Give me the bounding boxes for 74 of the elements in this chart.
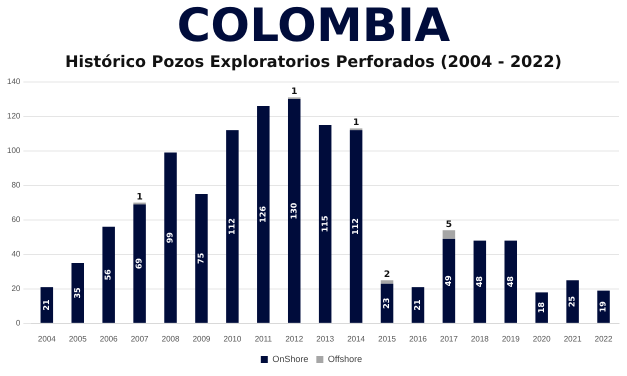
data-label: 99 [166, 232, 175, 244]
bar [380, 284, 394, 323]
data-label: 35 [72, 286, 82, 299]
x-tick-label: 2010 [223, 334, 242, 344]
chart-title: COLOMBIA [176, 0, 452, 52]
data-label: 112 [351, 218, 360, 235]
data-label: 2 [384, 270, 390, 280]
bar [504, 240, 518, 323]
x-tick-label: 2007 [130, 334, 150, 344]
bar [195, 194, 208, 323]
x-tick-label: 2021 [564, 334, 582, 344]
bar [442, 238, 456, 323]
data-label: 1 [352, 118, 360, 128]
data-label: 1 [291, 87, 298, 98]
data-label: 19 [598, 300, 608, 312]
data-label: 115 [320, 215, 330, 232]
data-label: 48 [506, 276, 515, 288]
bar [597, 290, 610, 323]
chart-subtitle: Histórico Pozos Exploratorios Perforados (2004 - 2022) [64, 51, 563, 73]
x-tick-label: 2012 [285, 334, 304, 344]
x-tick-label: 2006 [100, 334, 118, 344]
x-tick-label: 2018 [470, 334, 490, 344]
data-label: 69 [134, 258, 144, 270]
bar [102, 226, 115, 323]
data-label: 49 [444, 274, 453, 286]
bar [40, 287, 54, 323]
y-tick-label: 120 [6, 112, 21, 121]
data-label: 21 [42, 299, 51, 311]
data-label: 48 [474, 276, 484, 288]
y-tick-label: 40 [11, 250, 21, 259]
y-tick-label: 140 [6, 77, 21, 86]
y-tick-label: 80 [11, 180, 21, 190]
legend-label: Offshore [328, 354, 362, 364]
bar [226, 130, 239, 323]
data-label: 1 [136, 192, 143, 202]
bar [133, 204, 146, 323]
x-tick-label: 2017 [440, 334, 458, 344]
x-tick-label: 2020 [532, 334, 552, 344]
data-label: 75 [196, 252, 206, 264]
y-tick-label: 60 [11, 215, 21, 224]
data-label: 112 [227, 218, 236, 235]
bar [164, 152, 177, 323]
x-tick-label: 2016 [409, 334, 428, 344]
bar [257, 106, 270, 323]
x-tick-label: 2005 [68, 334, 88, 344]
bar [288, 99, 301, 323]
data-label: 25 [568, 296, 577, 308]
data-label: 130 [289, 202, 298, 220]
bar [474, 240, 486, 323]
y-tick-label: 0 [16, 318, 21, 328]
x-tick-label: 2011 [254, 334, 272, 344]
data-label: 23 [382, 298, 392, 309]
x-tick-label: 2014 [347, 334, 366, 344]
y-tick-label: 20 [11, 284, 21, 294]
x-tick-label: 2008 [162, 334, 180, 344]
x-tick-label: 2004 [38, 334, 56, 344]
bar [442, 230, 456, 239]
x-tick-label: 2013 [316, 334, 335, 344]
x-tick-label: 2015 [378, 334, 396, 344]
y-tick-label: 100 [6, 146, 21, 156]
data-label: 21 [413, 299, 422, 311]
x-tick-label: 2009 [192, 334, 211, 344]
bar [71, 263, 84, 323]
legend-label: OnShore [272, 354, 308, 364]
x-tick-label: 2022 [594, 334, 613, 344]
bar [318, 124, 332, 323]
bar [350, 130, 362, 323]
x-tick-label: 2019 [502, 334, 520, 344]
data-label: 18 [536, 302, 546, 314]
data-label: 126 [258, 206, 268, 223]
bar [566, 280, 579, 323]
data-label: 5 [446, 220, 452, 230]
bar [412, 287, 424, 323]
data-label: 56 [104, 268, 113, 280]
